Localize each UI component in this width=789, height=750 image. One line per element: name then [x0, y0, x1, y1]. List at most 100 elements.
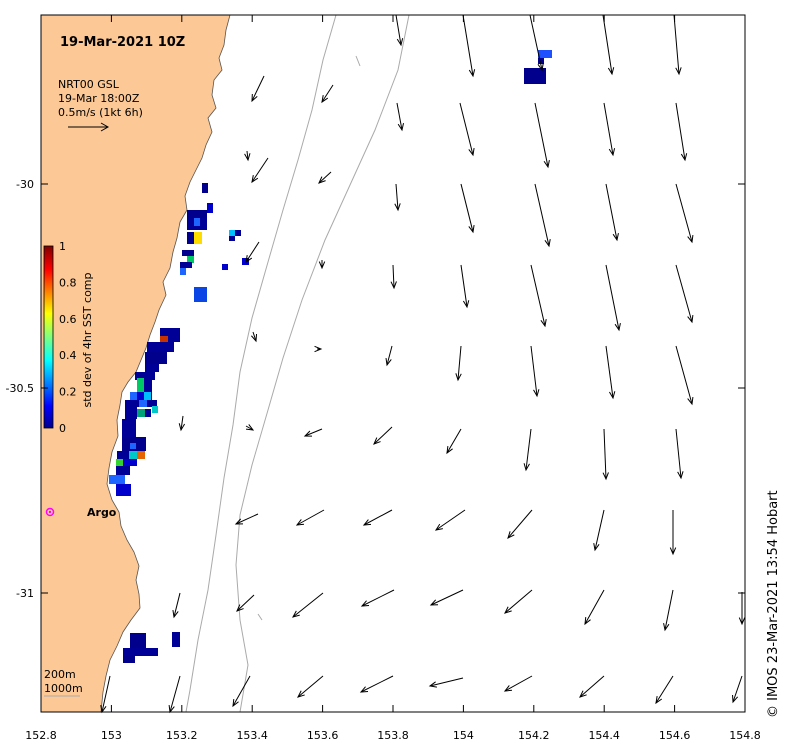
- sst-pixel: [187, 232, 194, 244]
- current-vector-arrow: [605, 345, 616, 400]
- isobath-fragment: [257, 55, 361, 621]
- x-tick-label: 153.8: [377, 729, 409, 742]
- current-vector-arrow: [318, 171, 332, 184]
- current-vector-arrow: [507, 509, 533, 539]
- x-tick-label: 153.4: [236, 729, 268, 742]
- current-vector-arrow: [732, 675, 743, 704]
- current-vector-arrow: [675, 102, 688, 162]
- current-vector-arrow: [297, 675, 324, 698]
- sst-pixel: [137, 378, 144, 392]
- colorbar-tick-label: 0.8: [59, 276, 77, 289]
- sst-pixel: [123, 648, 158, 656]
- colorbar-tick-label: 0: [59, 422, 66, 435]
- current-vector-arrow: [584, 589, 605, 626]
- current-source-line3: 0.5m/s (1kt 6h): [58, 106, 143, 119]
- y-tick-label: -31: [16, 587, 34, 600]
- current-vector-arrow: [251, 157, 269, 184]
- current-vector-arrow: [236, 594, 255, 612]
- colorbar: [43, 245, 54, 429]
- current-vector-arrow: [593, 509, 605, 552]
- current-vector-arrow: [603, 102, 616, 157]
- sst-pixel: [172, 632, 180, 647]
- sst-pixel: [194, 218, 200, 226]
- sst-pixel: [145, 409, 151, 417]
- sst-pixel: [135, 372, 155, 380]
- current-vector-arrow: [504, 589, 533, 614]
- current-vector-arrow: [360, 589, 395, 607]
- current-vector-arrow: [605, 264, 621, 332]
- sst-pixel: [538, 58, 544, 64]
- current-source-line1: NRT00 GSL: [58, 78, 120, 91]
- sst-pixel: [122, 419, 136, 437]
- current-vector-arrow: [429, 589, 464, 606]
- current-vector-arrow: [245, 424, 255, 431]
- credit-text: © IMOS 23-Mar-2021 13:54 Hobart: [766, 490, 781, 718]
- sst-pixel: [144, 380, 152, 392]
- current-vector-layer: [100, 14, 746, 714]
- current-vector-arrow: [394, 183, 401, 212]
- sst-pixel: [152, 406, 158, 413]
- current-vector-arrow: [669, 510, 677, 556]
- x-tick-label: 154.4: [588, 729, 620, 742]
- current-vector-arrow: [530, 345, 540, 398]
- reference-arrow: [68, 122, 110, 132]
- current-vector-arrow: [178, 415, 186, 432]
- sst-pixel: [147, 400, 157, 407]
- current-vector-arrow: [295, 509, 325, 526]
- sst-pixel: [222, 264, 228, 270]
- sst-pixel: [117, 451, 137, 459]
- sst-pixel: [123, 656, 135, 663]
- colorbar-tick-label: 0.6: [59, 313, 77, 326]
- current-vector-arrow: [529, 14, 544, 72]
- sst-pixel: [139, 400, 147, 407]
- sst-pixel: [207, 203, 213, 213]
- current-vector-arrow: [523, 428, 532, 472]
- current-vector-arrow: [460, 183, 475, 234]
- sst-pixel: [235, 230, 241, 236]
- sst-pixel: [125, 400, 139, 407]
- sst-pixel: [538, 50, 552, 58]
- sst-pixel: [145, 364, 159, 372]
- colorbar-tick-label: 0.4: [59, 349, 77, 362]
- current-vector-arrow: [503, 675, 533, 692]
- x-tick-label: 154.2: [518, 729, 550, 742]
- x-tick-label: 153.2: [166, 729, 198, 742]
- x-tick-label: 153: [101, 729, 122, 742]
- sst-pixel: [144, 392, 151, 400]
- current-vector-arrow: [455, 345, 462, 382]
- sst-pixel: [180, 262, 192, 268]
- sst-pixel: [242, 258, 249, 265]
- sst-pixel: [137, 451, 145, 459]
- current-vector-arrow: [605, 183, 619, 242]
- x-tick-label: 154: [453, 729, 474, 742]
- current-vector-arrow: [318, 260, 326, 270]
- argo-marker: [45, 507, 55, 517]
- current-vector-arrow: [462, 14, 476, 78]
- sst-pixel: [147, 342, 174, 352]
- current-vector-arrow: [362, 509, 393, 526]
- sst-pixel: [129, 451, 137, 459]
- current-vector-arrow: [675, 264, 694, 324]
- current-vector-arrow: [291, 592, 324, 618]
- y-tick-label: -30.5: [6, 382, 34, 395]
- sst-pixel: [187, 210, 207, 218]
- sst-pixel: [130, 443, 136, 449]
- x-tick-label: 152.8: [25, 729, 57, 742]
- sst-pixel: [194, 287, 207, 302]
- current-vector-arrow: [395, 14, 404, 47]
- current-vector-arrow: [738, 592, 746, 626]
- map-title: 19-Mar-2021 10Z: [60, 35, 185, 50]
- sst-pixel: [109, 475, 125, 484]
- current-vector-arrow: [428, 677, 464, 688]
- x-tick-label: 154.6: [659, 729, 691, 742]
- sst-pixel: [180, 268, 186, 275]
- current-vector-arrow: [675, 428, 684, 480]
- current-vector-arrow: [314, 345, 323, 353]
- colorbar-tick-label: 1: [59, 240, 66, 253]
- current-vector-arrow: [673, 14, 682, 76]
- x-tick-label: 153.6: [307, 729, 339, 742]
- current-vector-arrow: [359, 675, 394, 693]
- current-vector-arrow: [446, 428, 462, 455]
- argo-label: Argo: [87, 506, 117, 519]
- sst-pixel: [202, 183, 208, 193]
